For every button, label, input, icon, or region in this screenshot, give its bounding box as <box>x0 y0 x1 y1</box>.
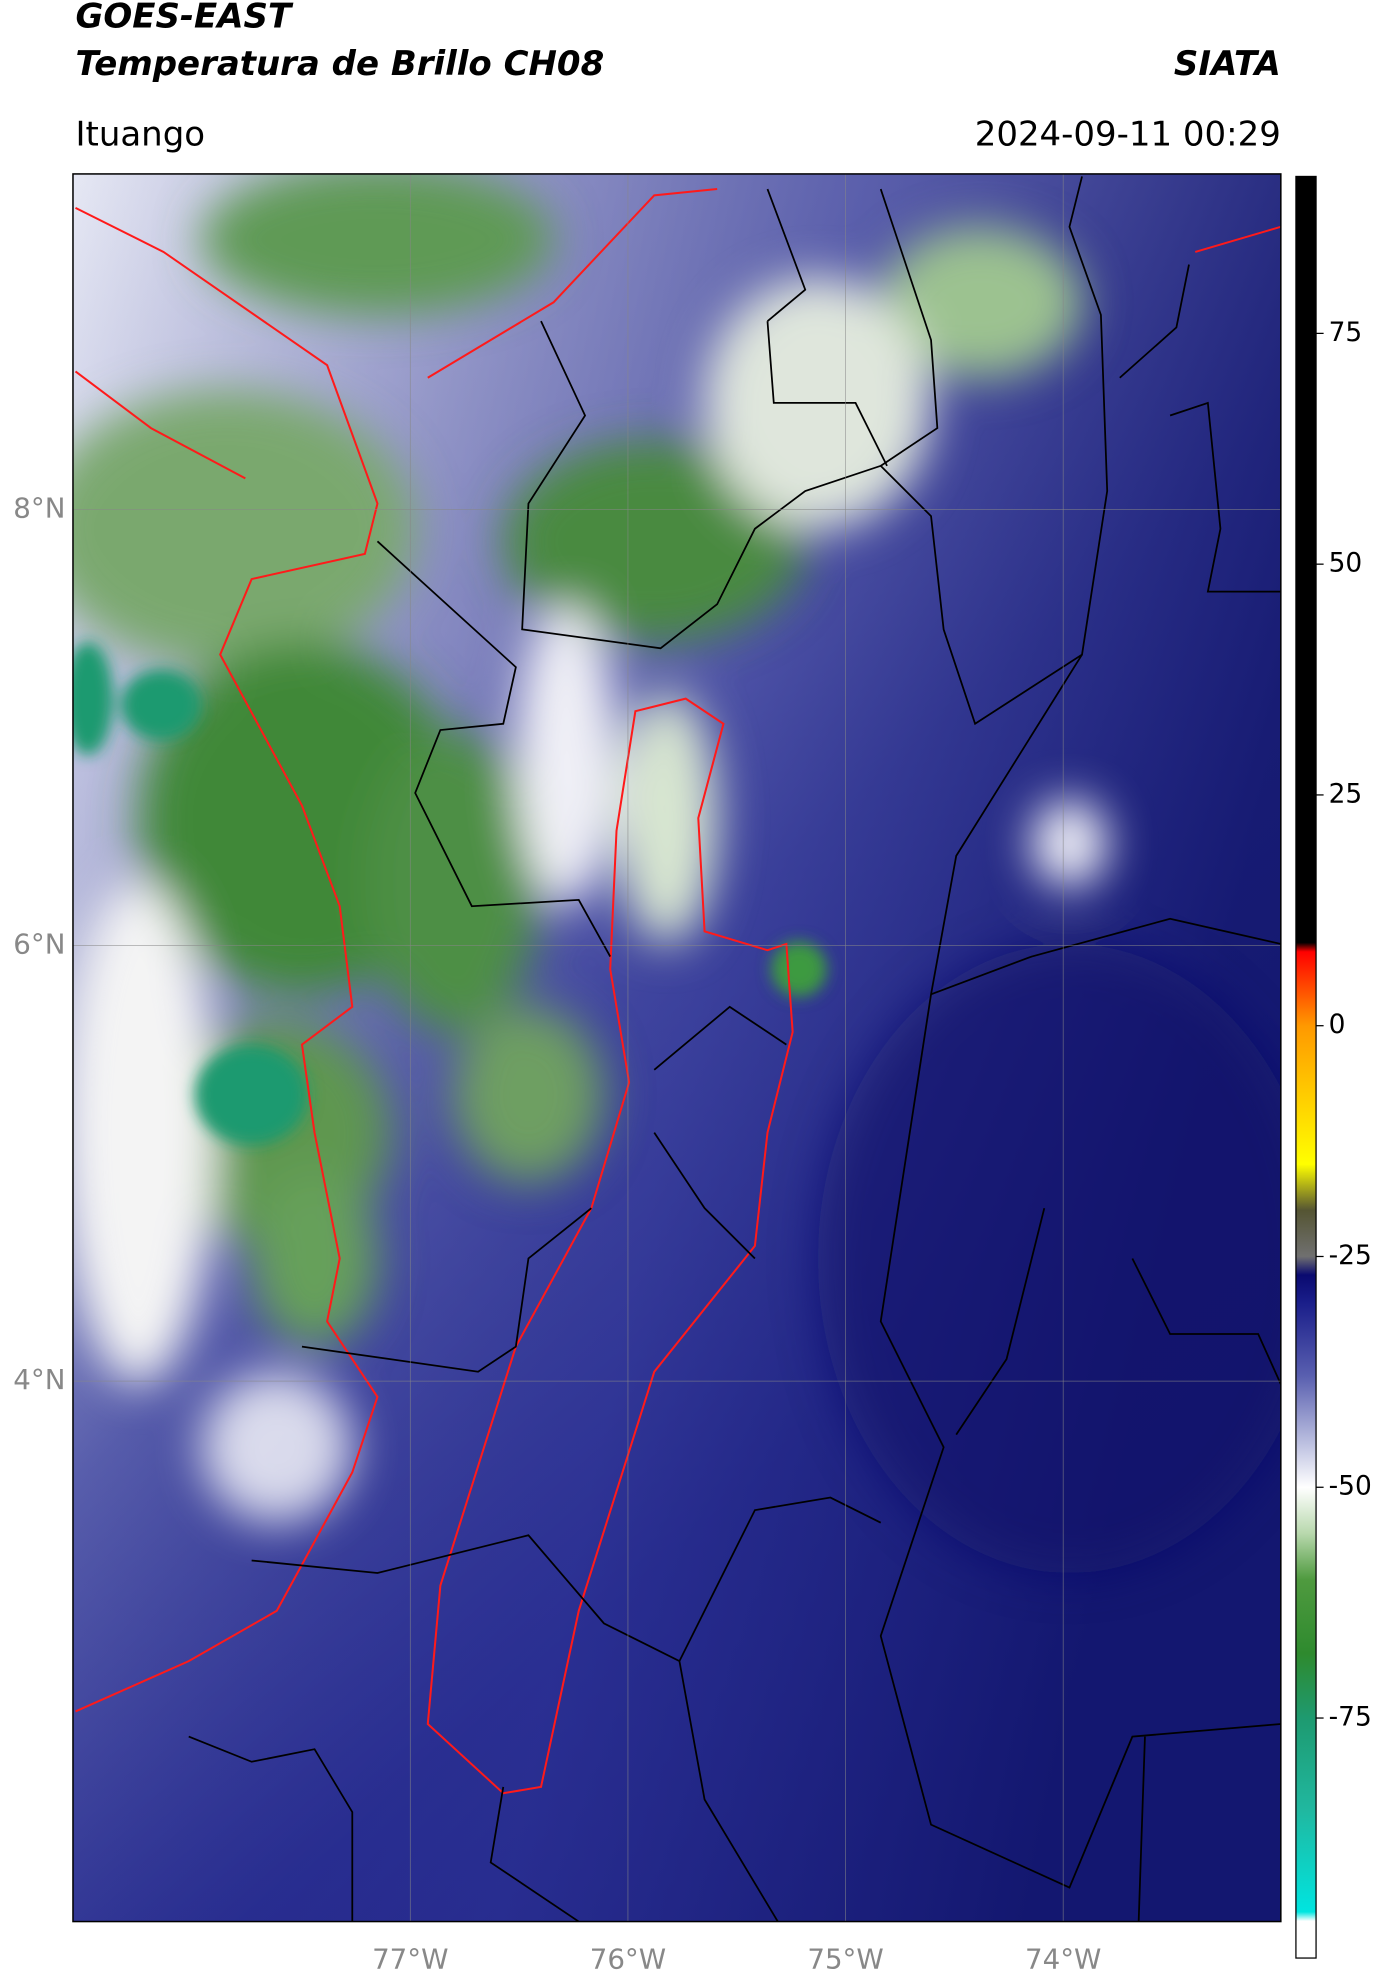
graticule <box>72 173 1281 1922</box>
admin-borders <box>188 176 1281 1922</box>
colorbar-tick-label: -75 <box>1329 1702 1372 1733</box>
lon-label: 76°W <box>590 1943 666 1976</box>
colorbar-tick-label: 75 <box>1329 317 1363 348</box>
colorbar-tick-label: -25 <box>1329 1240 1372 1271</box>
lat-label: 6°N <box>13 927 65 960</box>
lon-label: 75°W <box>807 1943 883 1976</box>
map-frame <box>72 173 1282 1923</box>
lon-label: 74°W <box>1025 1943 1101 1976</box>
cold-tops <box>72 642 827 1146</box>
colorbar-tick-label: 25 <box>1329 778 1363 809</box>
lon-label: 77°W <box>372 1943 448 1976</box>
agency: SIATA <box>1174 44 1281 84</box>
colorbar-tick-label: 50 <box>1329 548 1363 579</box>
timestamp: 2024-09-11 00:29 <box>975 115 1281 155</box>
lat-label: 8°N <box>13 492 65 525</box>
location: Ituango <box>75 115 205 155</box>
colorbar-tick-label: 0 <box>1329 1009 1346 1040</box>
colorbar <box>1295 175 1317 1959</box>
satellite-image <box>72 173 1281 1922</box>
lat-label: 4°N <box>13 1363 65 1396</box>
subtitle: Temperatura de Brillo CH08 <box>75 44 604 84</box>
title: GOES-EAST <box>75 0 293 36</box>
cloud-fields <box>72 173 1281 1573</box>
coastline <box>74 188 1281 1795</box>
colorbar-tick-label: -50 <box>1329 1471 1372 1502</box>
